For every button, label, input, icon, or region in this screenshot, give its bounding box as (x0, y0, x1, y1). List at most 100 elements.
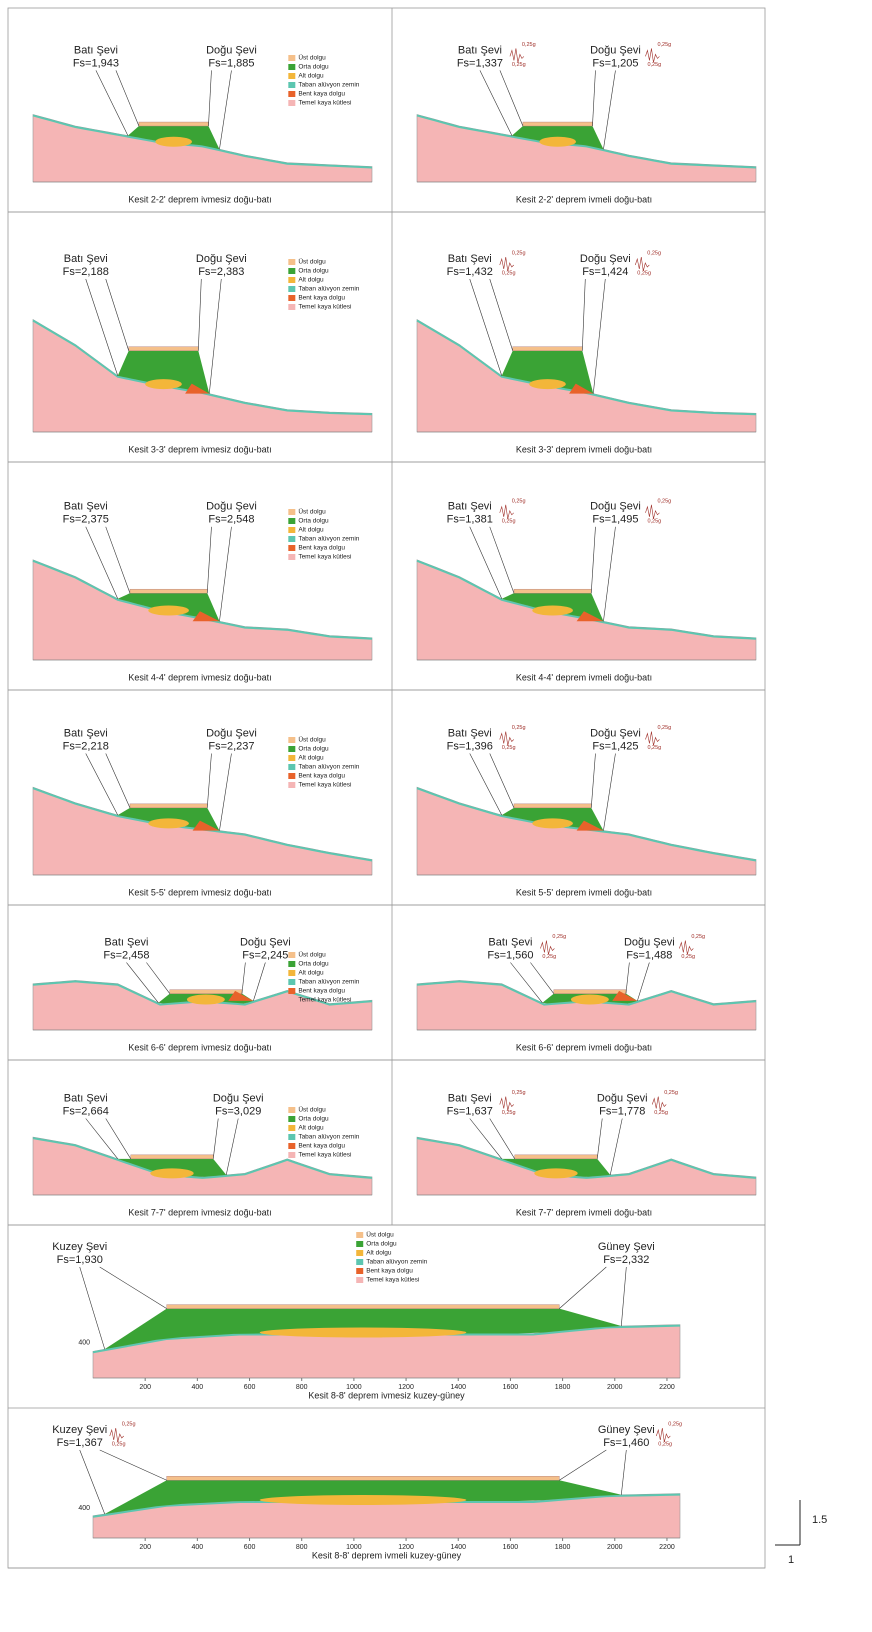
acceleration-label: 0,25g (668, 1421, 682, 1427)
leader (106, 279, 129, 351)
acceleration-label: 0,25g (512, 498, 526, 504)
scale-vertical-label: 1.5 (812, 1514, 827, 1526)
lower-fill (187, 995, 225, 1005)
accelerogram (645, 48, 659, 62)
slope-name: Kuzey Şevi (52, 1241, 107, 1253)
leader (96, 70, 128, 135)
legend-label: Alt dolgu (298, 755, 324, 762)
leader (530, 963, 553, 994)
lower-fill (534, 1168, 577, 1178)
upper-fill (514, 589, 591, 593)
legend-label: Üst dolgu (298, 736, 326, 744)
legend-swatch (288, 764, 295, 770)
lower-fill (529, 379, 566, 389)
legend-swatch (356, 1268, 363, 1274)
accelerogram (645, 505, 659, 519)
leader (480, 70, 512, 135)
legend-swatch (288, 259, 295, 265)
acceleration-label: 0,25g (502, 1110, 516, 1116)
safety-factor: Fs=1,495 (592, 514, 638, 526)
leader (198, 279, 201, 351)
legend-swatch (288, 782, 295, 788)
legend-swatch (288, 100, 295, 106)
legend-label: Alt dolgu (298, 277, 324, 284)
acceleration-label: 0,25g (502, 270, 516, 276)
leader (213, 1119, 218, 1159)
x-tick-label: 400 (192, 1384, 204, 1391)
safety-factor: Fs=2,332 (603, 1254, 649, 1266)
caption: Kesit 6-6' deprem ivmeli doğu-batı (516, 1042, 652, 1052)
lower-fill (571, 995, 609, 1005)
safety-factor: Fs=1,637 (447, 1105, 493, 1117)
x-tick-label: 800 (296, 1384, 308, 1391)
x-tick-label: 2000 (607, 1384, 623, 1391)
slope-name: Batı Şevi (104, 936, 148, 948)
legend-label: Alt dolgu (298, 1125, 324, 1132)
upper-fill (167, 1476, 560, 1480)
leader (490, 527, 514, 593)
legend-swatch (288, 91, 295, 97)
legend-label: Taban alüvyon zemin (298, 1134, 359, 1141)
slope-name: Batı Şevi (64, 1092, 108, 1104)
leader (490, 1119, 515, 1159)
caption: Kesit 3-3' deprem ivmesiz doğu-batı (128, 444, 271, 454)
legend-label: Temel kaya kütlesi (298, 782, 351, 789)
legend-label: Üst dolgu (298, 54, 326, 62)
acceleration-label: 0,25g (512, 250, 526, 256)
safety-factor: Fs=1,424 (582, 266, 628, 278)
legend-swatch (288, 773, 295, 779)
slope-name: Doğu Şevi (590, 501, 641, 513)
upper-fill (130, 804, 207, 808)
caption: Kesit 5-5' deprem ivmeli doğu-batı (516, 887, 652, 897)
legend-swatch (288, 1134, 295, 1140)
legend-swatch (288, 527, 295, 533)
leader (610, 1119, 622, 1175)
accelerogram (510, 48, 524, 62)
leader (597, 1119, 602, 1159)
acceleration-label: 0,25g (522, 42, 536, 48)
leader (80, 1267, 105, 1349)
slope-name: Doğu Şevi (206, 501, 257, 513)
leader (219, 70, 231, 149)
legend-label: Temel kaya kütlesi (298, 1152, 351, 1159)
legend-label: Üst dolgu (298, 1106, 326, 1114)
leader (106, 754, 130, 808)
acceleration-label: 0,25g (552, 934, 566, 940)
legend-swatch (288, 55, 295, 61)
accelerogram (540, 941, 554, 955)
legend-swatch (288, 73, 295, 79)
leader (100, 1267, 167, 1309)
safety-factor: Fs=1,381 (447, 514, 493, 526)
slope-name: Doğu Şevi (580, 253, 631, 265)
bedrock (417, 787, 756, 875)
caption: Kesit 4-4' deprem ivmeli doğu-batı (516, 672, 652, 682)
leader (208, 70, 211, 126)
slope-name: Batı Şevi (64, 727, 108, 739)
leader (209, 279, 221, 394)
safety-factor: Fs=1,396 (447, 740, 493, 752)
upper-fill (523, 122, 593, 126)
legend-label: Bent kaya dolgu (366, 1268, 413, 1275)
safety-factor: Fs=2,664 (63, 1105, 109, 1117)
x-tick-label: 800 (296, 1544, 308, 1551)
legend-swatch (288, 1107, 295, 1113)
acceleration-label: 0,25g (647, 745, 661, 751)
legend-swatch (288, 952, 295, 958)
slope-name: Kuzey Şevi (52, 1424, 107, 1436)
safety-factor: Fs=1,778 (599, 1105, 645, 1117)
safety-factor: Fs=2,458 (103, 949, 149, 961)
x-tick-label: 2000 (607, 1544, 623, 1551)
acceleration-label: 0,25g (502, 745, 516, 751)
slope-name: Batı Şevi (448, 253, 492, 265)
leader (146, 963, 169, 994)
safety-factor: Fs=2,548 (208, 514, 254, 526)
safety-factor: Fs=1,488 (626, 949, 672, 961)
leader (86, 754, 118, 816)
acceleration-label: 0,25g (664, 1090, 678, 1096)
acceleration-label: 0,25g (512, 62, 526, 68)
safety-factor: Fs=1,337 (457, 57, 503, 69)
legend-label: Orta dolgu (298, 1116, 329, 1123)
safety-factor: Fs=2,218 (63, 740, 109, 752)
accelerogram (656, 1428, 670, 1442)
legend-label: Üst dolgu (298, 951, 326, 959)
